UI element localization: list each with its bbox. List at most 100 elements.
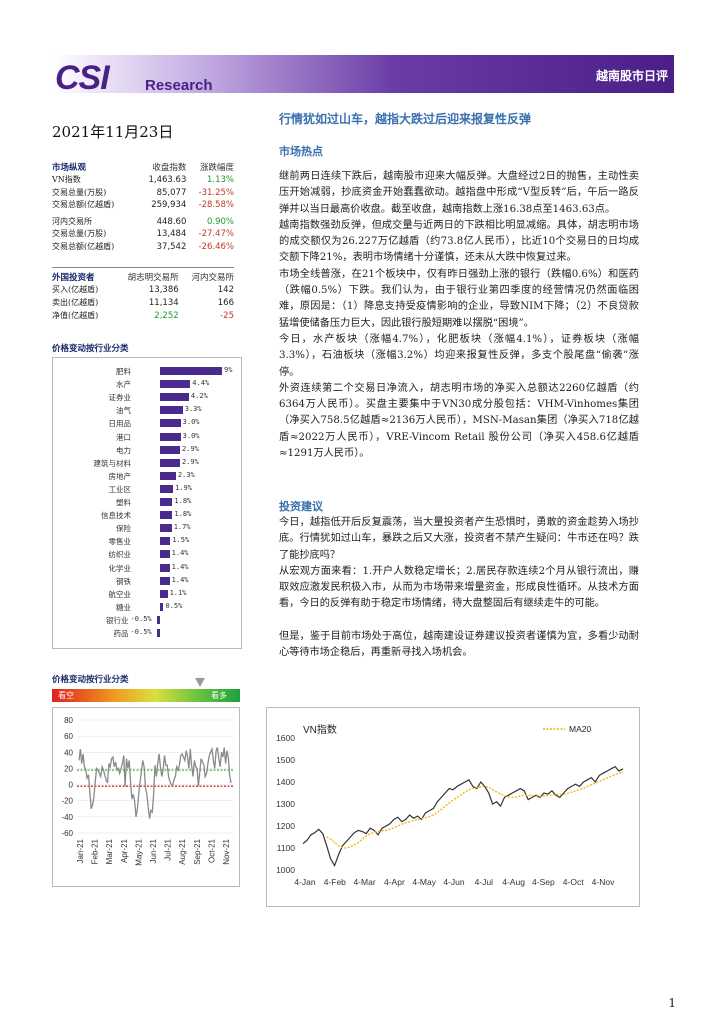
bar-value-label: 2.9% bbox=[181, 444, 199, 453]
y-tick-label: 60 bbox=[64, 732, 73, 741]
bar-value-label: 4.2% bbox=[190, 392, 208, 401]
vn-index-svg: 1600 1500 1400 1300 1200 1100 1000 VN指数 MA20 4-Ja… bbox=[276, 723, 624, 887]
bar-label: 港口 bbox=[116, 432, 131, 442]
x-tick-label: 4-May bbox=[412, 877, 436, 887]
x-tick-label: 4-Mar bbox=[353, 877, 375, 887]
bar bbox=[160, 537, 171, 546]
advice-para: 今日，越指低开后反复震荡，当大量投资者产生恐惧时，勇敢的资金趁势入场抄底。行情犹… bbox=[279, 517, 639, 561]
bar bbox=[160, 589, 168, 598]
advice-para: 但是，鉴于目前市场处于高位，越南建设证券建议投资者谨慎为宜，多看少动耐心等待市场… bbox=[279, 630, 639, 659]
bar-label: 工业区 bbox=[108, 484, 132, 494]
market-row-label: 交易总量(万股) bbox=[52, 188, 107, 197]
bar-value-label: 1.7% bbox=[173, 523, 191, 532]
market-row-change: 1.13% bbox=[206, 174, 234, 185]
market-hotspot-title: 市场热点 bbox=[279, 145, 323, 158]
market-overview-table: 市场纵观 收盘指数 涨跌幅度 VN指数 1,463.63 1.13% 交易总量(万股)… bbox=[52, 160, 234, 253]
bar bbox=[160, 484, 174, 493]
sentiment-chart-title: 价格变动按行业分类 bbox=[52, 675, 129, 685]
bar bbox=[160, 524, 172, 533]
report-title: 越南股市日评 bbox=[595, 69, 668, 83]
bar-value-label: 1.4% bbox=[171, 549, 189, 558]
market-row-label: 河内交易所 bbox=[52, 217, 92, 226]
y-tick-label: -40 bbox=[61, 813, 73, 822]
bar-label: 日用品 bbox=[108, 419, 132, 429]
bar-value-label: 3.0% bbox=[182, 431, 200, 440]
market-row-change: -26.46% bbox=[198, 241, 234, 252]
sector-chart-title: 价格变动按行业分类 bbox=[52, 344, 129, 354]
bar-label: 糖业 bbox=[116, 602, 131, 612]
bar-label: 建筑与材料 bbox=[93, 458, 132, 468]
headline: 行情犹如过山车，越指大跌过后迎来报复性反弹 bbox=[279, 112, 532, 126]
ma20-line bbox=[326, 771, 624, 849]
y-tick-label: 1600 bbox=[276, 733, 295, 743]
bar bbox=[160, 406, 183, 415]
sentiment-gradient-bar bbox=[52, 689, 240, 702]
market-title: 市场纵观 bbox=[52, 162, 87, 173]
bar-value-label: 1.5% bbox=[172, 536, 190, 545]
x-tick-label: 4-Apr bbox=[384, 877, 405, 887]
x-tick-label: 4-Aug bbox=[502, 877, 525, 887]
bearish-label: 看空 bbox=[58, 691, 74, 700]
hot-para: 继前两日连续下跌后，越南股市迎来大幅反弹。大盘经过2日的抛售，主动性卖压开始减弱… bbox=[279, 171, 639, 215]
bar bbox=[160, 432, 181, 441]
bar-value-label: 1.1% bbox=[169, 588, 187, 597]
foreign-investor-table: 外国投资者 胡志明交易所 河内交易所 买入(亿越盾) 13,386 142 卖出(亿越… bbox=[52, 270, 234, 322]
x-tick-label: Apr-21 bbox=[120, 838, 129, 863]
y-tick-label: 0 bbox=[69, 781, 74, 790]
hot-para: 外资连续第二个交易日净流入，胡志明市场的净买入总额达2260亿越盾（约6364万… bbox=[279, 382, 639, 460]
y-tick-label: 1100 bbox=[277, 843, 296, 853]
foreign-row-hose: 2,252 bbox=[154, 310, 179, 321]
vn-index-chart: 1600 1500 1400 1300 1200 1100 1000 VN指数 MA20 4-Ja… bbox=[266, 707, 640, 907]
x-tick-label: 4-Feb bbox=[324, 877, 346, 887]
csi-logo: CSI bbox=[55, 59, 110, 97]
y-tick-label: 1500 bbox=[276, 755, 295, 765]
market-row: 河内交易所 448.60 0.90% bbox=[52, 213, 234, 227]
market-row-change: -28.58% bbox=[198, 199, 234, 210]
x-tick-label: 4-Jun bbox=[443, 877, 465, 887]
foreign-title: 外国投资者 bbox=[52, 272, 95, 283]
y-tick-label: 40 bbox=[64, 748, 73, 757]
investment-advice-title: 投资建议 bbox=[279, 500, 323, 513]
market-row-value: 448.60 bbox=[156, 216, 187, 227]
hot-para: 今日，水产板块（涨幅4.7%），化肥板块（涨幅4.1%），证券板块（涨幅3.3%… bbox=[279, 333, 639, 378]
bar-label: 化学业 bbox=[108, 563, 132, 573]
foreign-row-hnx: 166 bbox=[217, 297, 234, 308]
bar-value-label: 2.3% bbox=[177, 470, 195, 479]
y-tick-label: 1000 bbox=[276, 865, 295, 875]
market-row-change: 0.90% bbox=[206, 216, 234, 227]
x-tick-label: 4-Jan bbox=[294, 877, 316, 887]
market-hotspot-body: 继前两日连续下跌后，越南股市迎来大幅反弹。大盘经过2日的抛售，主动性卖压开始减弱… bbox=[279, 169, 639, 462]
bar-value-label: -0.5% bbox=[130, 628, 152, 636]
bar-value-label: 3.3% bbox=[184, 405, 202, 414]
foreign-row-label: 买入(亿越盾) bbox=[52, 285, 99, 294]
x-tick-label: Sep-21 bbox=[193, 838, 202, 864]
x-tick-label: Jun-21 bbox=[149, 838, 158, 863]
bar-value-label: -0.5% bbox=[130, 614, 152, 623]
bar bbox=[156, 629, 160, 637]
bar-label: 航空业 bbox=[108, 589, 132, 599]
hot-para: 越南指数强劲反弹，但成交量与近两日的下跌相比明显减缩。具体，胡志明市场的成交额仅… bbox=[279, 219, 639, 264]
bar-value-label: 3.0% bbox=[182, 418, 200, 427]
bar-value-label: 1.9% bbox=[175, 483, 192, 492]
market-row-label: 交易总额(亿越盾) bbox=[52, 200, 115, 209]
header-banner bbox=[52, 55, 674, 93]
bar-value-label: 1.4% bbox=[171, 562, 189, 571]
x-tick-label: Aug-21 bbox=[178, 838, 187, 864]
y-tick-label: 20 bbox=[64, 764, 73, 773]
bar-label: 塑料 bbox=[116, 498, 131, 507]
x-tick-label: Jan-21 bbox=[76, 838, 85, 863]
foreign-row-label: 净值(亿越盾) bbox=[52, 311, 99, 320]
sentiment-pointer-icon bbox=[195, 678, 205, 687]
market-row: 交易总额(亿越盾) 259,934 -28.58% bbox=[52, 199, 234, 213]
bar bbox=[156, 615, 160, 624]
bar bbox=[160, 367, 222, 375]
market-row: 交易总量(万股) 85,077 -31.25% bbox=[52, 186, 234, 199]
bar-value-label: 1.4% bbox=[171, 575, 189, 584]
market-row: VN指数 1,463.63 1.13% bbox=[52, 173, 234, 186]
report-date: 2021年11月23日 bbox=[52, 123, 174, 141]
y-tick-label: 80 bbox=[64, 716, 73, 725]
foreign-row: 买入(亿越盾) 13,386 142 bbox=[52, 283, 234, 296]
bar-value-label: 2.9% bbox=[181, 457, 199, 466]
foreign-col2: 河内交易所 bbox=[191, 272, 234, 283]
